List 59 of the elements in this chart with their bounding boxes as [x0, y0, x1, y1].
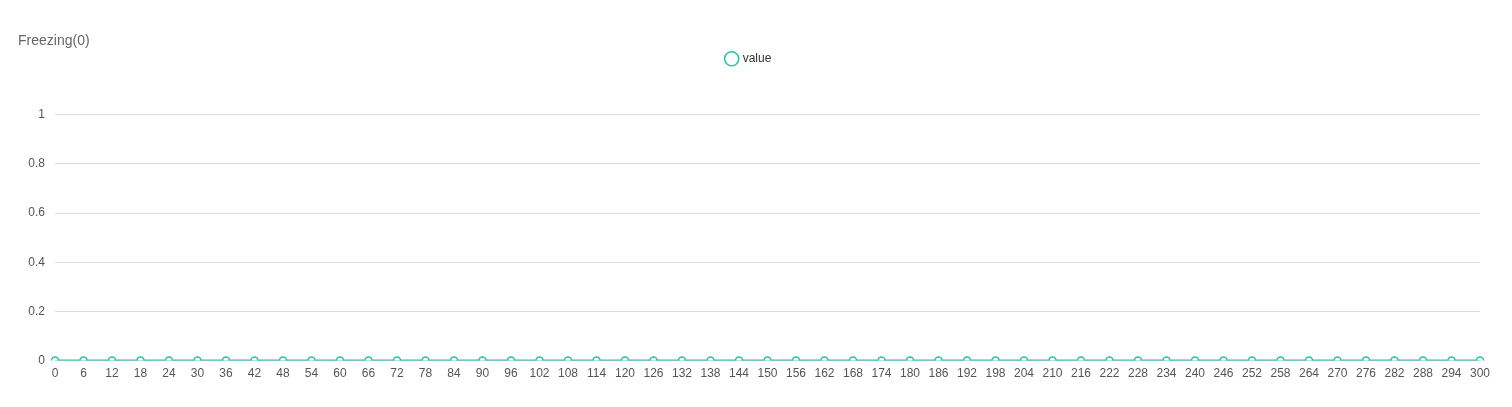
chart-title: Freezing(0)	[18, 32, 90, 49]
x-tick-label: 276	[1355, 366, 1377, 381]
y-tick-label: 1	[38, 107, 46, 122]
x-tick-label: 36	[219, 366, 233, 381]
x-tick-label: 300	[1469, 366, 1491, 381]
x-tick-label: 180	[899, 366, 921, 381]
x-tick-label: 282	[1384, 366, 1405, 381]
x-tick-label: 120	[614, 366, 636, 381]
x-tick-label: 48	[276, 366, 290, 381]
x-tick-label: 192	[956, 366, 978, 381]
x-tick-label: 108	[557, 366, 579, 381]
x-tick-label: 30	[190, 366, 205, 381]
x-tick-label: 204	[1013, 366, 1035, 381]
x-tick-label: 114	[586, 366, 607, 381]
x-tick-label: 144	[728, 366, 750, 381]
x-tick-label: 294	[1441, 366, 1462, 381]
x-tick-label: 138	[700, 366, 721, 381]
x-tick-label: 156	[785, 366, 807, 381]
x-tick-label: 162	[814, 366, 835, 381]
x-tick-label: 258	[1270, 366, 1291, 381]
x-tick-label: 54	[304, 366, 319, 381]
y-tick-label: 0	[38, 352, 46, 367]
x-tick-label: 168	[842, 366, 864, 381]
x-tick-label: 90	[475, 366, 490, 381]
x-tick-label: 222	[1099, 366, 1120, 381]
y-tick-label: 0.2	[28, 303, 46, 318]
x-tick-label: 78	[418, 366, 433, 381]
legend-label: value	[742, 51, 772, 66]
x-tick-label: 132	[671, 366, 693, 381]
x-tick-label: 174	[871, 366, 892, 381]
x-tick-label: 240	[1184, 366, 1206, 381]
x-tick-label: 18	[133, 366, 148, 381]
x-tick-label: 60	[333, 366, 347, 381]
x-tick-label: 210	[1042, 366, 1063, 381]
x-tick-label: 228	[1127, 366, 1149, 381]
x-tick-label: 264	[1298, 366, 1320, 381]
x-tick-label: 66	[361, 366, 376, 381]
x-tick-label: 102	[529, 366, 550, 381]
x-tick-label: 12	[105, 366, 119, 381]
x-tick-label: 72	[390, 366, 404, 381]
x-tick-label: 246	[1213, 366, 1234, 381]
x-tick-label: 150	[757, 366, 778, 381]
x-tick-label: 96	[504, 366, 518, 381]
x-tick-label: 252	[1241, 366, 1263, 381]
x-tick-label: 234	[1156, 366, 1177, 381]
x-tick-label: 198	[985, 366, 1006, 381]
y-tick-label: 0.4	[28, 254, 46, 269]
x-tick-label: 42	[247, 366, 262, 381]
x-tick-label: 270	[1327, 366, 1348, 381]
x-tick-label: 126	[643, 366, 664, 381]
x-tick-label: 0	[51, 366, 59, 381]
x-tick-label: 84	[447, 366, 461, 381]
y-tick-label: 0.8	[28, 156, 46, 171]
x-tick-label: 6	[80, 366, 88, 381]
x-tick-label: 186	[928, 366, 949, 381]
x-tick-label: 24	[162, 366, 176, 381]
x-tick-label: 288	[1412, 366, 1434, 381]
y-tick-label: 0.6	[28, 205, 46, 220]
x-tick-label: 216	[1070, 366, 1092, 381]
